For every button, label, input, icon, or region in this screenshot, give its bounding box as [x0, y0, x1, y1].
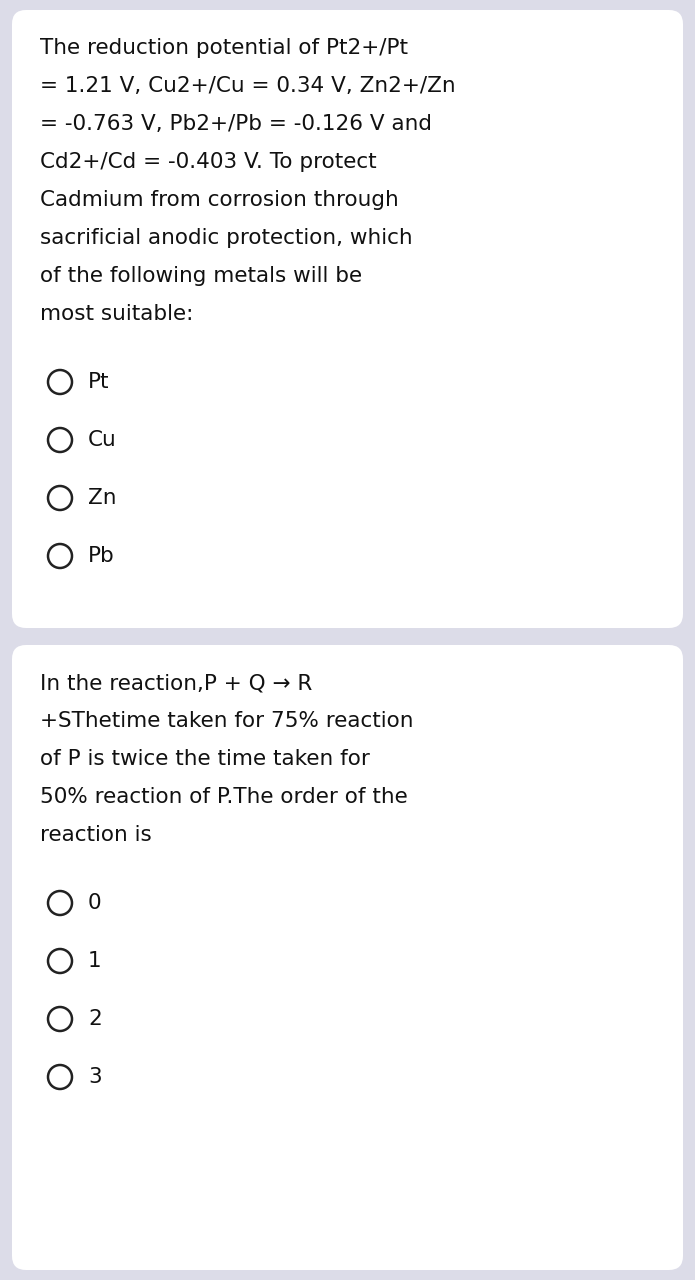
Text: Cadmium from corrosion through: Cadmium from corrosion through	[40, 189, 399, 210]
Text: 1: 1	[88, 951, 101, 972]
FancyBboxPatch shape	[12, 645, 683, 1270]
Text: Cd2+/Cd = -0.403 V. To protect: Cd2+/Cd = -0.403 V. To protect	[40, 152, 377, 172]
Text: = -0.763 V, Pb2+/Pb = -0.126 V and: = -0.763 V, Pb2+/Pb = -0.126 V and	[40, 114, 432, 134]
Text: reaction is: reaction is	[40, 826, 152, 845]
Text: 0: 0	[88, 893, 101, 913]
Text: most suitable:: most suitable:	[40, 303, 193, 324]
Text: Zn: Zn	[88, 488, 117, 508]
Text: of P is twice the time taken for: of P is twice the time taken for	[40, 749, 370, 769]
Text: The reduction potential of Pt2+/Pt: The reduction potential of Pt2+/Pt	[40, 38, 408, 58]
Text: 3: 3	[88, 1068, 101, 1087]
Text: In the reaction,P + Q → R: In the reaction,P + Q → R	[40, 673, 312, 692]
Text: Pt: Pt	[88, 372, 110, 392]
Text: of the following metals will be: of the following metals will be	[40, 266, 362, 285]
Text: Cu: Cu	[88, 430, 117, 451]
Text: 50% reaction of P.The order of the: 50% reaction of P.The order of the	[40, 787, 408, 806]
Text: Pb: Pb	[88, 547, 115, 566]
Text: = 1.21 V, Cu2+/Cu = 0.34 V, Zn2+/Zn: = 1.21 V, Cu2+/Cu = 0.34 V, Zn2+/Zn	[40, 76, 456, 96]
FancyBboxPatch shape	[12, 10, 683, 628]
Text: 2: 2	[88, 1009, 101, 1029]
Text: +SThetime taken for 75% reaction: +SThetime taken for 75% reaction	[40, 710, 414, 731]
Text: sacrificial anodic protection, which: sacrificial anodic protection, which	[40, 228, 413, 248]
